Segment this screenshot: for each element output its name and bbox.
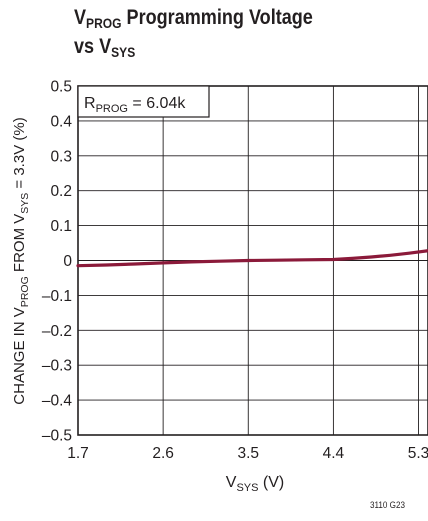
y-tick-label: 0.3 <box>50 148 72 165</box>
x-tick-label: 5.3 <box>408 445 428 462</box>
y-tick-label: 0.1 <box>50 218 72 235</box>
y-tick-label: 0.2 <box>50 183 72 200</box>
y-tick-label: 0.4 <box>50 113 72 130</box>
y-tick-labels: 0.5 0.4 0.3 0.2 0.1 0 –0.1 –0.2 –0.3 –0.4 –0.5 <box>42 79 73 445</box>
chart-title: VPROG Programming Voltage vs VSYS <box>74 6 313 64</box>
y-tick-label: 0 <box>63 253 72 270</box>
annotation-text: RPROG = 6.04k <box>84 95 186 115</box>
y-tick-label: –0.2 <box>42 323 72 340</box>
x-tick-label: 4.4 <box>323 445 345 462</box>
annotation-box <box>77 85 210 118</box>
title-line-2: vs VSYS <box>74 35 136 60</box>
y-axis-label: CHANGE IN VPROG FROM VSYS = 3.3V (%) <box>11 117 31 404</box>
y-tick-label: –0.5 <box>42 428 72 445</box>
x-axis-label: VSYS (V) <box>226 474 284 494</box>
x-tick-labels: 1.7 2.6 3.5 4.4 5.3 <box>67 445 428 462</box>
title-line-1: VPROG Programming Voltage <box>74 6 313 31</box>
figure-number: 3110 G23 <box>370 500 405 510</box>
y-tick-label: –0.1 <box>42 288 72 305</box>
x-tick-label: 3.5 <box>237 445 259 462</box>
y-tick-label: –0.3 <box>42 358 72 375</box>
plot-frame <box>77 85 428 436</box>
x-tick-label: 2.6 <box>152 445 174 462</box>
y-tick-label: 0.5 <box>50 79 72 96</box>
x-tick-label: 1.7 <box>67 445 89 462</box>
y-tick-label: –0.4 <box>42 393 73 410</box>
series-line <box>76 249 428 268</box>
